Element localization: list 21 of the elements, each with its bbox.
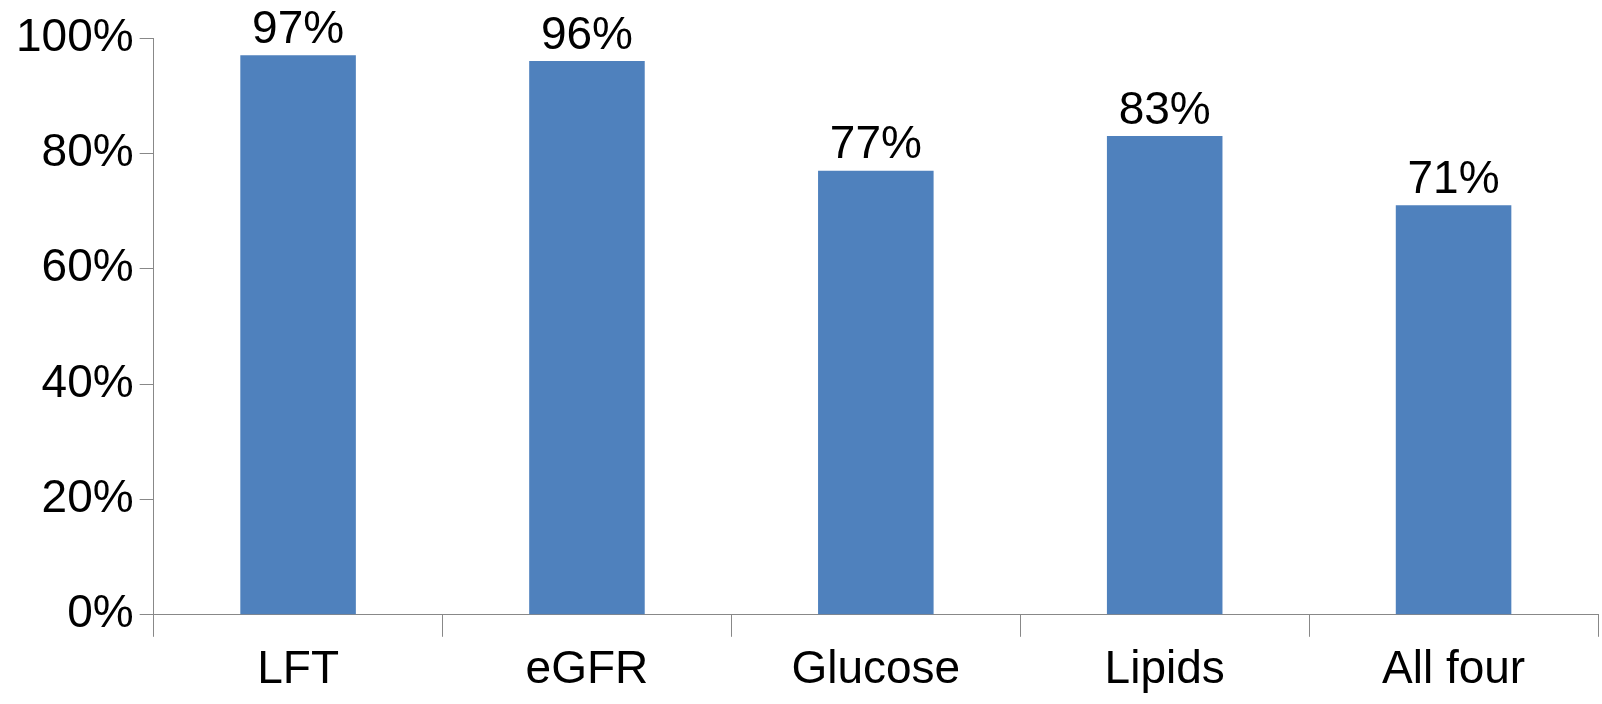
x-tick-label: eGFR (525, 641, 649, 694)
x-tick-label: LFT (257, 641, 339, 694)
y-tick-label: 0% (67, 585, 134, 638)
bar (240, 55, 356, 615)
x-tick-label: All four (1381, 641, 1526, 694)
data-label: 71% (1407, 150, 1500, 203)
data-label: 96% (540, 6, 633, 59)
y-tick-label: 20% (41, 470, 134, 523)
bar (818, 170, 934, 615)
data-label: 97% (252, 0, 345, 53)
bar (529, 61, 645, 615)
x-tick-label: Glucose (791, 641, 961, 694)
y-tick-label: 100% (15, 8, 134, 61)
x-tick-label: Lipids (1104, 641, 1225, 694)
bar (1106, 136, 1223, 615)
y-tick-label: 40% (41, 354, 134, 407)
data-label: 77% (829, 116, 922, 169)
bar (1395, 205, 1512, 615)
data-label: 83% (1118, 81, 1211, 134)
y-tick-label: 80% (41, 124, 134, 177)
y-tick-label: 60% (41, 239, 134, 292)
